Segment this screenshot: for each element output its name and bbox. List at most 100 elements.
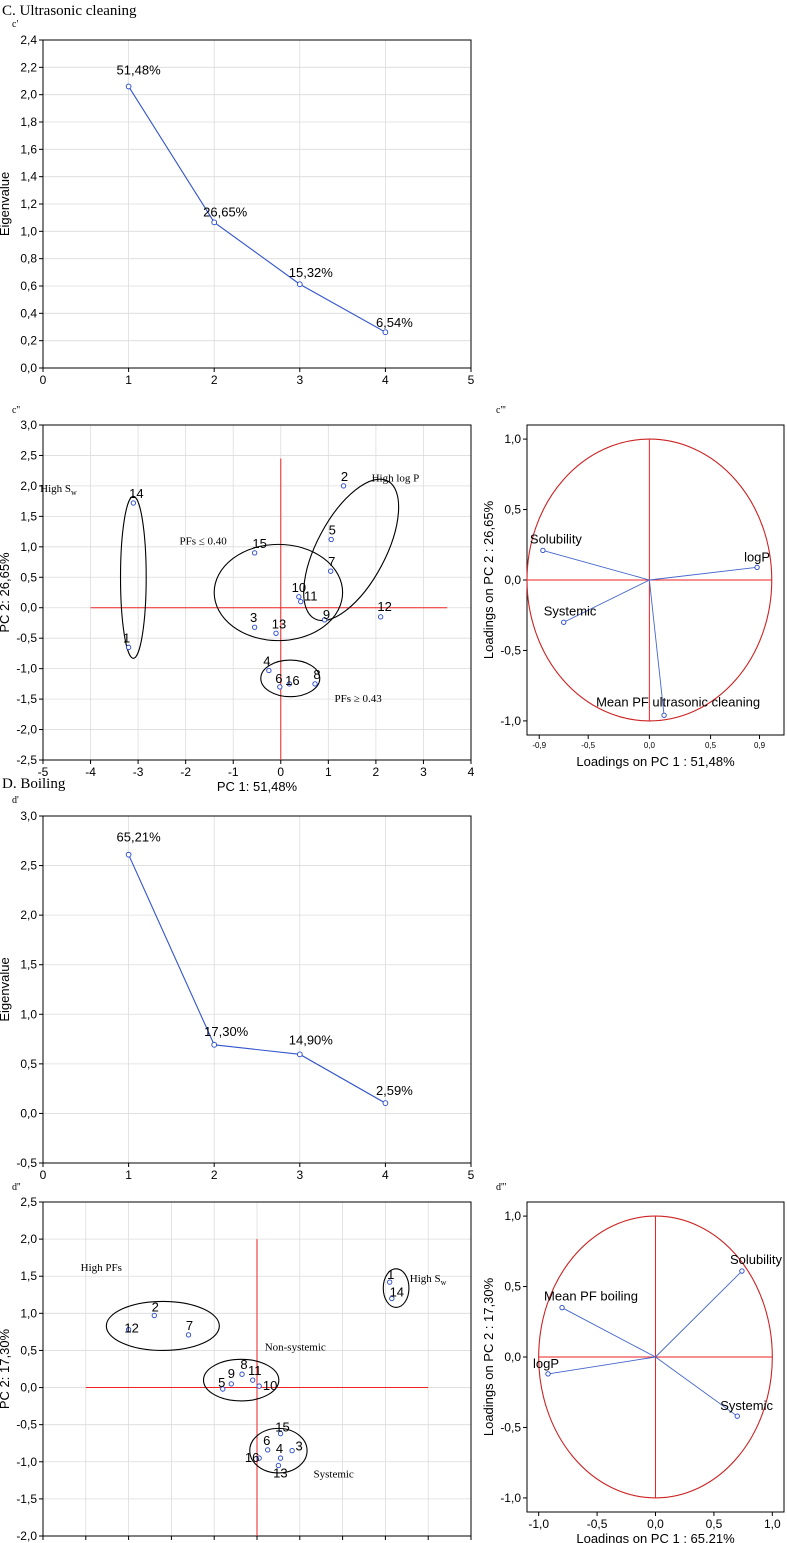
y-tick-label: 2,0	[20, 88, 37, 102]
score-point-6	[277, 684, 283, 690]
score-label-10: 10	[292, 580, 306, 595]
y-tick-label: 2,5	[20, 448, 37, 462]
annotation-text: High S	[410, 1273, 441, 1285]
x-tick-label: -2	[180, 765, 191, 779]
y-tick-label: 1,0	[20, 224, 37, 238]
y-tick-label: 0,6	[20, 279, 37, 293]
score-point-10	[256, 1383, 262, 1389]
y-tick-label: 0,0	[504, 573, 521, 587]
panel-label-c2: c''	[12, 405, 20, 416]
score-label-13: 13	[272, 616, 286, 631]
chart-d3: d''' -1,0 -0,5 0,0 0,5 1,0 -1,0 -0,5 0,0 0,5 1,0 Lo…	[481, 1182, 785, 1543]
eigenvalue-label-2: 26,65%	[203, 204, 248, 219]
x-tick-label: 1	[325, 765, 332, 779]
score-point-15	[251, 550, 258, 556]
group-annotation-4: Systemic	[313, 1468, 353, 1480]
y-axis-label: PC 2: 17,30%	[0, 1328, 12, 1409]
loading-point-1	[754, 564, 760, 570]
chart-c2: c''-5 -4 -3 -2 -1 0 1 2 3 4-2,5-2,0-1,5-1,0-0,50,…	[0, 405, 475, 794]
y-tick-label: -0,5	[500, 643, 521, 657]
score-label-8: 8	[240, 1357, 247, 1372]
eigenvalue-line	[128, 854, 386, 1104]
x-tick-label: 3	[296, 1168, 303, 1182]
eigenvalue-point-3	[296, 1051, 303, 1058]
loading-point-2	[545, 1371, 551, 1377]
y-tick-label: 1,0	[20, 1306, 37, 1320]
eigenvalue-point-4	[382, 329, 389, 336]
x-tick-label: 5	[468, 1168, 475, 1182]
score-point-2	[340, 483, 347, 489]
score-label-1: 1	[387, 1267, 394, 1282]
group-ellipse-2	[105, 1300, 220, 1351]
loading-point-0	[540, 547, 546, 554]
score-label-9: 9	[323, 607, 330, 622]
y-tick-label: 0,0	[504, 1350, 521, 1364]
y-tick-label: -1,0	[500, 1491, 521, 1505]
group-annotation-2: High PFs	[81, 1262, 122, 1274]
group-ellipse-3	[202, 1358, 280, 1402]
group-ellipse-4	[260, 659, 321, 698]
x-tick-label: 4	[382, 1168, 389, 1182]
y-tick-label: 1,8	[20, 115, 37, 129]
loading-label-1: Mean PF boiling	[544, 1289, 638, 1304]
y-tick-label: 1,4	[20, 170, 37, 184]
y-tick-label: 2,2	[20, 60, 37, 74]
score-point-12	[377, 614, 384, 620]
panel-label-c1: c'	[12, 19, 18, 30]
score-point-15	[277, 1430, 284, 1437]
y-tick-label: 2,4	[20, 33, 37, 47]
x-tick-label: 2	[211, 373, 218, 387]
x-tick-label: -2	[166, 1541, 177, 1543]
score-label-5: 5	[329, 523, 336, 538]
y-tick-label: 0,0	[20, 1106, 37, 1120]
score-label-1: 1	[123, 630, 130, 645]
x-tick-label: -5	[38, 1541, 49, 1543]
score-label-14: 14	[390, 1284, 404, 1299]
y-tick-label: 0,5	[504, 1280, 521, 1294]
score-label-7: 7	[186, 1318, 193, 1333]
section-title-ultrasonic: C. Ultrasonic cleaning	[2, 3, 137, 19]
y-tick-label: 0,8	[20, 252, 37, 266]
y-tick-label: 1,6	[20, 142, 37, 156]
x-tick-label: 0	[277, 765, 284, 779]
y-tick-label: 1,0	[504, 1209, 521, 1223]
x-tick-label: -0,9	[532, 741, 546, 750]
x-tick-label: 5	[468, 373, 475, 387]
score-point-5	[220, 1386, 226, 1392]
y-tick-label: -2,5	[16, 753, 37, 767]
y-tick-label: 3,0	[20, 809, 37, 823]
loading-point-1	[559, 1305, 565, 1311]
x-tick-label: 0	[40, 1168, 47, 1182]
score-point-8	[239, 1371, 245, 1377]
eigenvalue-line	[128, 86, 386, 333]
score-point-13	[275, 1462, 282, 1469]
loading-vector-0	[655, 1270, 743, 1358]
group-annotation-2: High log P	[372, 473, 420, 485]
x-tick-label: 4	[425, 1541, 432, 1543]
x-tick-label: 0,5	[705, 741, 717, 750]
score-label-8: 8	[313, 667, 320, 682]
chart-c3: c''' -0,9 -0,5 0,0 0,5 0,9 -1,0 -0,5 0,0 0,5 1,0 Lo…	[481, 405, 785, 769]
annotation-text: High S	[40, 483, 71, 495]
group-ellipse-4	[249, 1427, 308, 1474]
annotation-text: Systemic	[313, 1468, 353, 1480]
y-tick-label: 2,0	[20, 1232, 37, 1246]
x-tick-label: 1	[125, 373, 132, 387]
loading-point-2	[561, 619, 567, 625]
y-tick-label: -2,0	[16, 1529, 37, 1543]
chart-d2: d''-5-4-3-2-1012345-2,0-1,5-1,0-0,50,00,…	[0, 1182, 475, 1543]
score-point-3	[289, 1447, 295, 1454]
x-tick-label: 0,5	[706, 1517, 723, 1531]
y-tick-label: -1,0	[500, 714, 521, 728]
score-label-3: 3	[250, 610, 257, 625]
loading-vector-2	[547, 1356, 656, 1375]
score-label-15: 15	[275, 1420, 289, 1435]
annotation-text: PFs ≤ 0.40	[179, 535, 227, 547]
eigenvalue-label-4: 6,54%	[376, 315, 413, 330]
x-tick-label: 2	[211, 1168, 218, 1182]
score-label-13: 13	[273, 1465, 287, 1480]
score-label-12: 12	[124, 1321, 138, 1336]
loading-point-3	[734, 1413, 740, 1419]
group-ellipse-1	[119, 495, 147, 659]
eigenvalue-label-2: 17,30%	[204, 1024, 249, 1039]
